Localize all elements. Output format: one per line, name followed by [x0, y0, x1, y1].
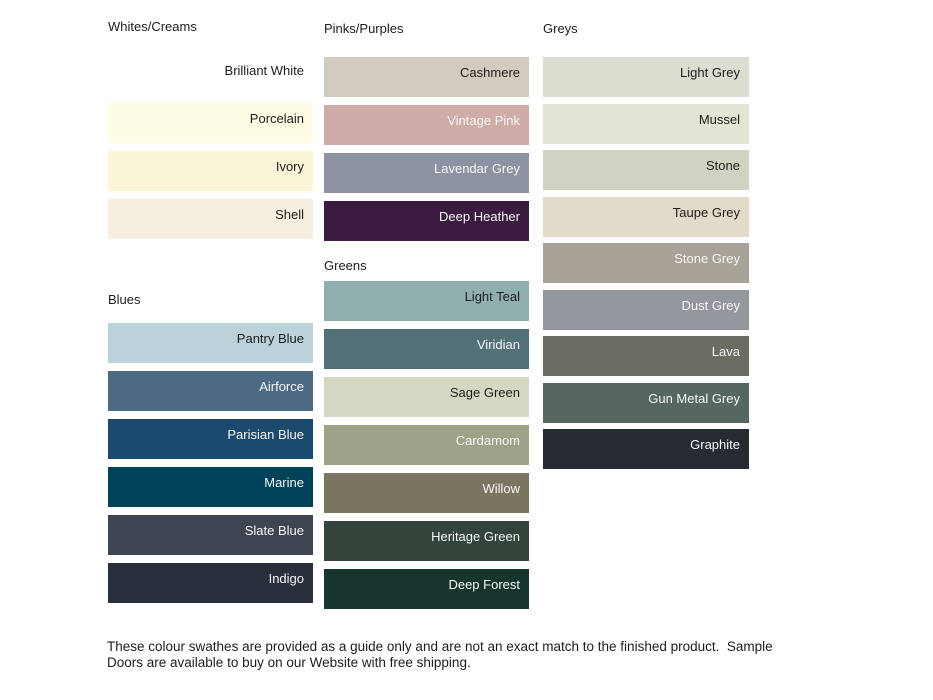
swatch-viridian: Viridian — [324, 329, 529, 369]
swatch-dust-grey: Dust Grey — [543, 289, 749, 330]
swatch-willow: Willow — [324, 473, 529, 513]
swatch-deep-forest: Deep Forest — [324, 569, 529, 609]
swatch-label: Shell — [275, 207, 304, 222]
swatch-ivory: Ivory — [108, 151, 313, 191]
swatch-cashmere: Cashmere — [324, 57, 529, 97]
swatch-label: Mussel — [698, 111, 740, 127]
section-title-greens: Greens — [324, 258, 367, 273]
swatch-label: Light Teal — [464, 289, 520, 304]
swatch-label: Lava — [711, 344, 740, 359]
swatch-porcelain: Porcelain — [108, 103, 313, 143]
section-title-blues: Blues — [108, 292, 141, 307]
swatch-sage-green: Sage Green — [324, 377, 529, 417]
swatch-label: Deep Heather — [439, 209, 520, 224]
swatch-stone-grey: Stone Grey — [543, 243, 749, 283]
section-title-pinks-purples: Pinks/Purples — [324, 21, 404, 36]
swatch-taupe-grey: Taupe Grey — [543, 196, 749, 237]
swatch-stone: Stone — [543, 150, 749, 190]
swatch-gun-metal-grey: Gun Metal Grey — [543, 382, 749, 423]
swatch-deep-heather: Deep Heather — [324, 201, 529, 241]
swatch-label: Viridian — [476, 337, 520, 352]
section-greens: Greens Light Teal Viridian Sage Green Ca… — [324, 258, 529, 609]
swatch-light-grey: Light Grey — [543, 57, 749, 97]
swatch-indigo: Indigo — [108, 563, 313, 603]
swatch-heritage-green: Heritage Green — [324, 521, 529, 561]
swatch-label: Vintage Pink — [447, 113, 520, 128]
swatch-label: Airforce — [259, 379, 304, 394]
swatch-label: Brilliant White — [224, 63, 304, 78]
swatch-marine: Marine — [108, 467, 313, 507]
swatch-vintage-pink: Vintage Pink — [324, 105, 529, 145]
section-pinks-purples: Pinks/Purples Cashmere Vintage Pink Lave… — [324, 21, 529, 241]
swatch-light-teal: Light Teal — [324, 281, 529, 321]
swatch-label: Stone — [706, 158, 740, 173]
swatch-label: Graphite — [690, 437, 740, 452]
swatch-label: Taupe Grey — [672, 204, 740, 220]
disclaimer-line-2: Doors are available to buy on our Websit… — [107, 655, 471, 670]
swatch-label: Sage Green — [449, 385, 520, 400]
swatch-label: Light Grey — [680, 65, 740, 80]
swatch-slate-blue: Slate Blue — [108, 515, 313, 555]
swatch-parisian-blue: Parisian Blue — [108, 419, 313, 459]
swatch-graphite: Graphite — [543, 429, 749, 469]
swatch-label: Stone Grey — [674, 251, 740, 266]
column-pinks-greens: Pinks/Purples Cashmere Vintage Pink Lave… — [324, 21, 529, 609]
section-title-whites-creams: Whites/Creams — [108, 19, 197, 34]
column-greys: Greys Light Grey Mussel Stone Taupe Grey… — [543, 21, 749, 469]
swatch-lava: Lava — [543, 336, 749, 376]
swatch-label: Indigo — [268, 571, 304, 586]
swatch-label: Ivory — [275, 159, 304, 174]
swatch-label: Lavendar Grey — [434, 161, 520, 176]
swatch-brilliant-white: Brilliant White — [108, 55, 313, 95]
swatch-label: Marine — [264, 475, 304, 490]
column-whites-blues: Whites/Creams Brilliant White Porcelain … — [108, 19, 313, 603]
swatch-cardamom: Cardamom — [324, 425, 529, 465]
swatch-shell: Shell — [108, 199, 313, 239]
swatch-label: Slate Blue — [244, 523, 304, 538]
section-title-greys: Greys — [543, 21, 578, 36]
swatch-airforce: Airforce — [108, 371, 313, 411]
swatch-label: Heritage Green — [431, 529, 520, 544]
swatch-label: Deep Forest — [448, 577, 520, 592]
section-blues: Blues Pantry Blue Airforce Parisian Blue… — [108, 292, 313, 603]
disclaimer-line-1: These colour swathes are provided as a g… — [107, 639, 773, 654]
swatch-label: Cardamom — [455, 433, 520, 448]
swatch-label: Willow — [482, 481, 520, 496]
swatch-label: Gun Metal Grey — [648, 390, 740, 406]
swatch-label: Porcelain — [249, 111, 304, 126]
swatch-label: Cashmere — [460, 65, 520, 80]
swatch-label: Pantry Blue — [236, 331, 304, 346]
disclaimer-text: These colour swathes are provided as a g… — [107, 639, 867, 671]
section-greys: Greys Light Grey Mussel Stone Taupe Grey… — [543, 21, 749, 469]
section-whites-creams: Whites/Creams Brilliant White Porcelain … — [108, 19, 313, 239]
swatch-label: Dust Grey — [681, 297, 740, 313]
swatch-pantry-blue: Pantry Blue — [108, 323, 313, 363]
swatch-mussel: Mussel — [543, 103, 749, 144]
swatch-label: Parisian Blue — [227, 427, 304, 442]
swatch-lavendar-grey: Lavendar Grey — [324, 153, 529, 193]
